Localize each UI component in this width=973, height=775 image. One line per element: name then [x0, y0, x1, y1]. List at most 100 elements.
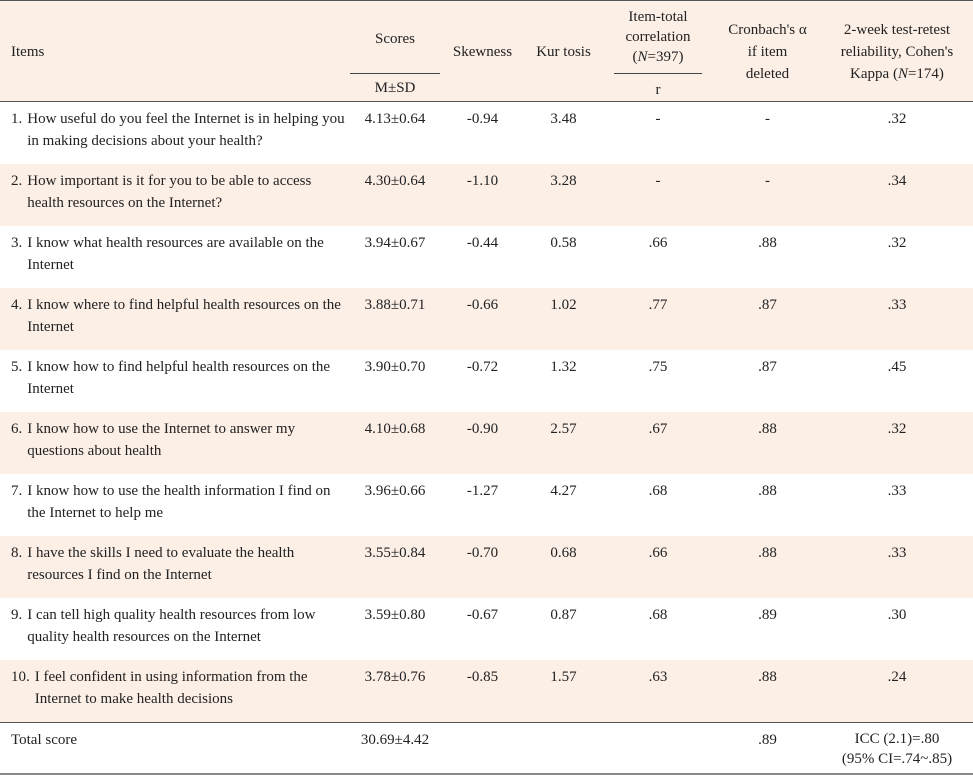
- table-row: 10. I feel confident in using information…: [0, 660, 973, 723]
- header-retest: 2-week test-retest reliability, Cohen's …: [821, 0, 973, 102]
- table-row: 6. I know how to use the Internet to answ…: [0, 412, 973, 474]
- item-text: How useful do you feel the Internet is i…: [27, 111, 345, 149]
- kurtosis-cell: 1.57: [525, 660, 602, 723]
- header-item-total: Item-total correlation (N=397): [602, 0, 714, 73]
- table-row: 4. I know where to find helpful health re…: [0, 288, 973, 350]
- total-skew: [440, 722, 525, 775]
- kappa-cell: .32: [821, 101, 973, 164]
- item-cell: 3. I know what health resources are avail…: [0, 226, 350, 288]
- item-total-r-cell: .75: [602, 350, 714, 412]
- cronbach-alpha-cell: -: [714, 164, 821, 226]
- kurtosis-cell: 3.28: [525, 164, 602, 226]
- skewness-cell: -0.70: [440, 536, 525, 598]
- skewness-cell: -0.67: [440, 598, 525, 660]
- table-row: 8. I have the skills I need to evaluate t…: [0, 536, 973, 598]
- kurtosis-cell: 0.68: [525, 536, 602, 598]
- item-total-r-cell: .67: [602, 412, 714, 474]
- score-cell: 4.30±0.64: [350, 164, 440, 226]
- skewness-cell: -1.10: [440, 164, 525, 226]
- total-r: [602, 722, 714, 775]
- item-text: I know how to use the health information…: [27, 483, 331, 521]
- skewness-cell: -0.44: [440, 226, 525, 288]
- kappa-cell: .33: [821, 474, 973, 536]
- header-scores-sub: M±SD: [350, 73, 440, 102]
- score-cell: 3.88±0.71: [350, 288, 440, 350]
- cronbach-alpha-cell: -: [714, 101, 821, 164]
- total-row: Total score 30.69±4.42 .89 ICC (2.1)=.80…: [0, 722, 973, 775]
- skewness-cell: -0.66: [440, 288, 525, 350]
- header-skewness: Skewness: [440, 0, 525, 102]
- kurtosis-cell: 0.58: [525, 226, 602, 288]
- item-text: I have the skills I need to evaluate the…: [27, 545, 295, 583]
- kurtosis-cell: 4.27: [525, 474, 602, 536]
- item-total-r-cell: .63: [602, 660, 714, 723]
- item-cell: 4. I know where to find helpful health re…: [0, 288, 350, 350]
- table-body: 1. How useful do you feel the Internet is…: [0, 101, 973, 723]
- item-text: I know how to use the Internet to answer…: [27, 421, 296, 459]
- item-total-r-cell: .66: [602, 536, 714, 598]
- item-number: 8.: [11, 545, 23, 561]
- item-cell: 1. How useful do you feel the Internet is…: [0, 101, 350, 164]
- item-total-r-cell: .68: [602, 598, 714, 660]
- kappa-cell: .45: [821, 350, 973, 412]
- kappa-cell: .24: [821, 660, 973, 723]
- skewness-cell: -0.72: [440, 350, 525, 412]
- total-kurt: [525, 722, 602, 775]
- item-number: 10.: [11, 669, 30, 685]
- table-row: 2. How important is it for you to be able…: [0, 164, 973, 226]
- kappa-cell: .33: [821, 536, 973, 598]
- table-row: 3. I know what health resources are avail…: [0, 226, 973, 288]
- item-total-r-cell: -: [602, 164, 714, 226]
- item-total-r-cell: -: [602, 101, 714, 164]
- score-cell: 3.78±0.76: [350, 660, 440, 723]
- total-label: Total score: [0, 722, 350, 775]
- item-total-r-cell: .66: [602, 226, 714, 288]
- item-cell: 7. I know how to use the health informati…: [0, 474, 350, 536]
- score-cell: 3.94±0.67: [350, 226, 440, 288]
- kurtosis-cell: 2.57: [525, 412, 602, 474]
- item-total-r-cell: .77: [602, 288, 714, 350]
- item-cell: 2. How important is it for you to be able…: [0, 164, 350, 226]
- header-scores: Scores: [350, 0, 440, 73]
- score-cell: 3.55±0.84: [350, 536, 440, 598]
- kappa-cell: .34: [821, 164, 973, 226]
- kurtosis-cell: 1.02: [525, 288, 602, 350]
- skewness-cell: -1.27: [440, 474, 525, 536]
- item-number: 5.: [11, 359, 23, 375]
- cronbach-alpha-cell: .87: [714, 288, 821, 350]
- total-score: 30.69±4.42: [350, 722, 440, 775]
- score-cell: 3.59±0.80: [350, 598, 440, 660]
- table-header: Items Scores Skewness Kur tosis Item-tot…: [0, 0, 973, 102]
- score-cell: 4.10±0.68: [350, 412, 440, 474]
- cronbach-alpha-cell: .88: [714, 226, 821, 288]
- table-row: 5. I know how to find helpful health reso…: [0, 350, 973, 412]
- header-cronbach: Cronbach's α if item deleted: [714, 0, 821, 102]
- item-number: 7.: [11, 483, 23, 499]
- header-items: Items: [0, 0, 350, 102]
- table-total: Total score 30.69±4.42 .89 ICC (2.1)=.80…: [0, 722, 973, 775]
- item-number: 1.: [11, 111, 23, 127]
- total-alpha: .89: [714, 722, 821, 775]
- cronbach-alpha-cell: .88: [714, 660, 821, 723]
- score-cell: 4.13±0.64: [350, 101, 440, 164]
- cronbach-alpha-cell: .89: [714, 598, 821, 660]
- kurtosis-cell: 1.32: [525, 350, 602, 412]
- kappa-cell: .33: [821, 288, 973, 350]
- item-number: 2.: [11, 173, 23, 189]
- item-text: How important is it for you to be able t…: [27, 173, 312, 211]
- cronbach-alpha-cell: .88: [714, 412, 821, 474]
- kappa-cell: .32: [821, 412, 973, 474]
- cronbach-alpha-cell: .88: [714, 536, 821, 598]
- kappa-cell: .30: [821, 598, 973, 660]
- item-text: I can tell high quality health resources…: [27, 607, 316, 645]
- item-text: I know how to find helpful health resour…: [27, 359, 331, 397]
- table-row: 9. I can tell high quality health resourc…: [0, 598, 973, 660]
- item-text: I feel confident in using information fr…: [34, 669, 308, 707]
- header-kurtosis: Kur tosis: [525, 0, 602, 102]
- item-cell: 9. I can tell high quality health resourc…: [0, 598, 350, 660]
- item-total-r-cell: .68: [602, 474, 714, 536]
- cronbach-alpha-cell: .88: [714, 474, 821, 536]
- item-text: I know where to find helpful health reso…: [27, 297, 341, 335]
